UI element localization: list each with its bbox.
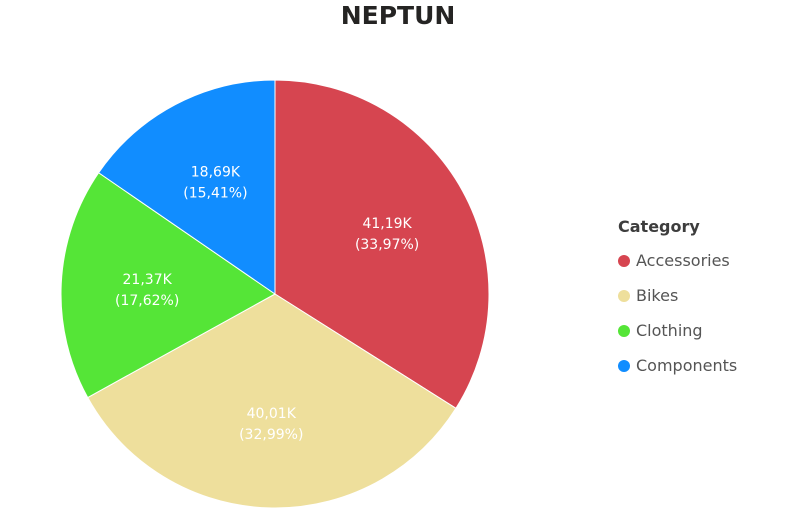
slice-value-label: 40,01K <box>247 406 297 422</box>
legend-swatch-icon <box>618 289 630 302</box>
chart-title: NEPTUN <box>340 1 456 30</box>
slice-percent-label: (15,41%) <box>183 186 247 202</box>
legend-label: Components <box>636 356 738 375</box>
legend-item-bikes[interactable]: Bikes <box>618 278 803 313</box>
legend: Category Accessories Bikes Clothing Compone… <box>618 215 803 383</box>
slice-percent-label: (32,99%) <box>239 427 303 443</box>
pie-slice-bikes[interactable] <box>87 293 457 509</box>
pie-slice-components[interactable] <box>97 79 276 295</box>
slice-value-label: 41,19K <box>362 216 412 232</box>
slice-value-label: 18,69K <box>191 165 241 181</box>
pie-slice-accessories[interactable] <box>274 79 490 409</box>
legend-item-components[interactable]: Components <box>618 348 803 383</box>
pie-slice-clothing[interactable] <box>60 172 276 399</box>
slice-percent-label: (33,97%) <box>355 237 419 253</box>
legend-title: Category <box>618 217 700 236</box>
legend-swatch-icon <box>618 324 630 337</box>
slice-value-label: 21,37K <box>123 272 173 288</box>
legend-swatch-icon <box>618 254 630 267</box>
slice-percent-label: (17,62%) <box>115 293 179 309</box>
legend-label: Bikes <box>636 286 679 305</box>
legend-label: Accessories <box>636 251 730 270</box>
legend-swatch-icon <box>618 359 630 372</box>
pie-labels: 41,19K (33,97%) 40,01K (32,99%) 21,37K (17,62… <box>115 165 419 443</box>
legend-item-clothing[interactable]: Clothing <box>618 313 803 348</box>
legend-label: Clothing <box>636 321 703 340</box>
pie-slices <box>60 79 490 509</box>
legend-items: Accessories Bikes Clothing Components <box>618 243 803 383</box>
legend-item-accessories[interactable]: Accessories <box>618 243 803 278</box>
